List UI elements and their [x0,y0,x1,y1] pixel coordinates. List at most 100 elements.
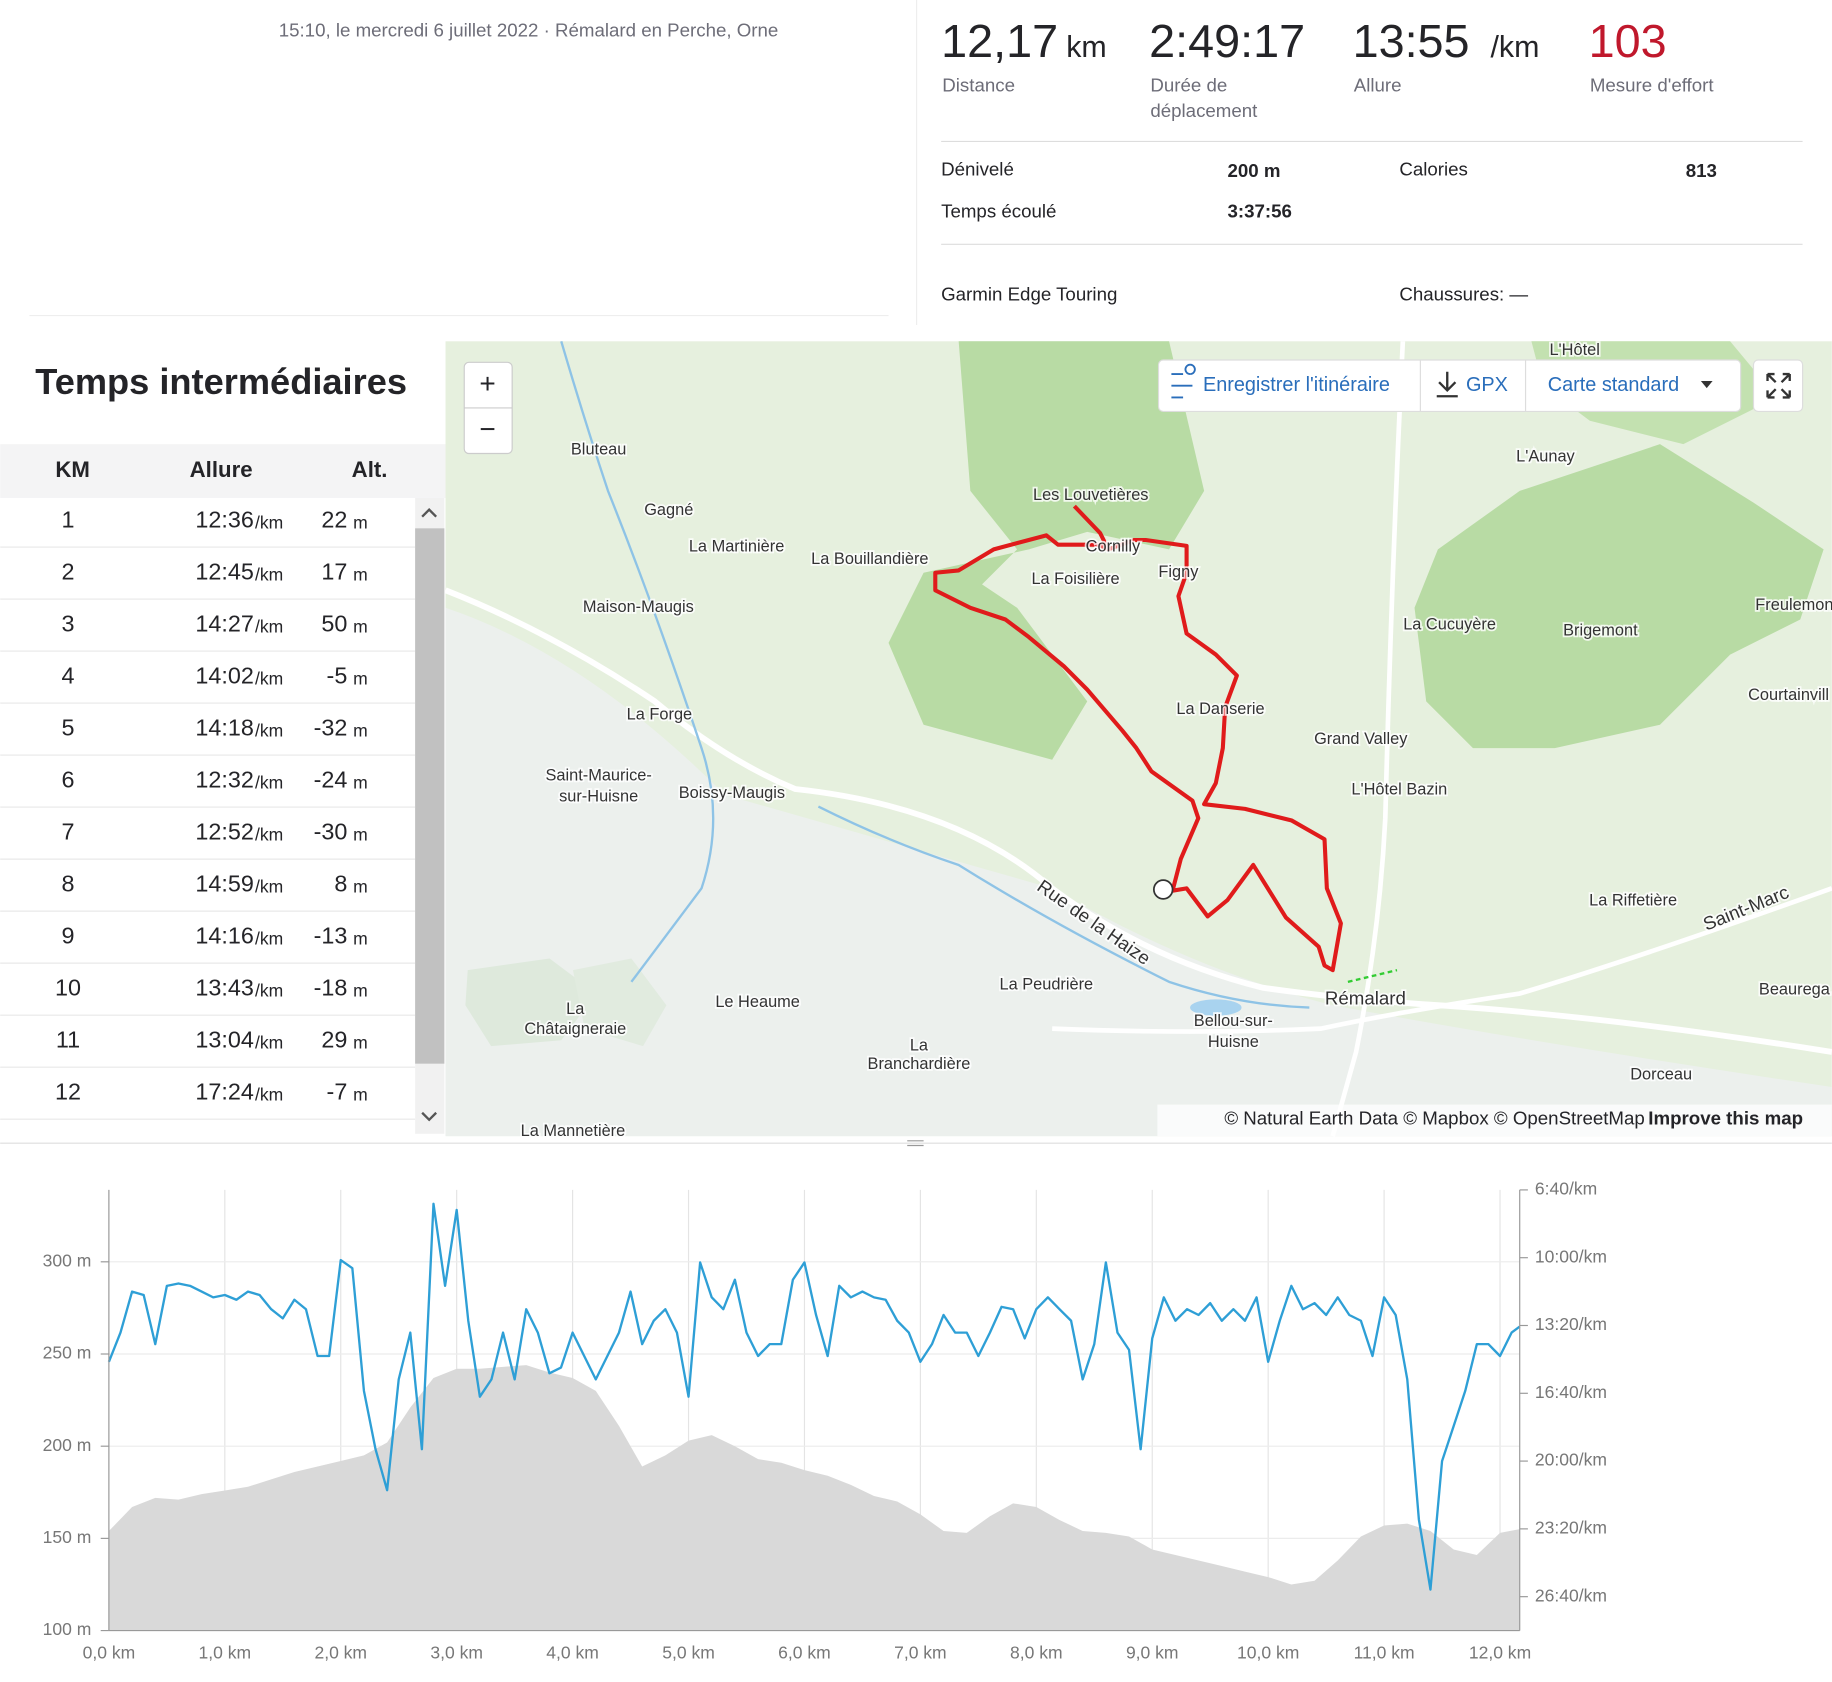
x-tick-label: 11,0 km [1354,1643,1415,1663]
x-tick-label: 8,0 km [1010,1643,1063,1663]
map-place-label: Rémalard [1325,987,1406,1008]
stat-value: 13:55 [1353,15,1470,67]
splits-title: Temps intermédiaires [35,361,407,402]
map-place-label: L'Aunay [1516,447,1575,465]
elevation-area [108,1365,1520,1631]
map-place-label: Grand Valley [1314,730,1408,748]
split-km: 6 [61,767,74,793]
x-tick-label: 12,0 km [1469,1643,1531,1663]
scroll-arrows[interactable] [421,507,438,1122]
save-route-button[interactable]: Enregistrer l'itinéraire [1203,374,1390,396]
map-place-label: Cornilly [1086,537,1141,555]
y2-tick-label: 23:20/km [1535,1518,1607,1538]
map-place-label: La Forge [627,706,692,724]
stat-value: 2:49:17 [1149,15,1305,67]
map-place-label: Courtainvill [1748,686,1829,704]
detail-value: 3:37:56 [1228,201,1292,222]
x-tick-label: 5,0 km [662,1643,715,1663]
split-pace: 13:43 [195,975,253,1001]
split-alt-unit: m [353,564,368,584]
split-km: 11 [56,1027,80,1053]
split-pace-unit: /km [255,616,283,636]
split-pace: 14:18 [195,715,253,741]
split-pace-unit: /km [255,980,283,1000]
fullscreen-button[interactable] [1752,359,1804,413]
resize-handle[interactable] [907,1140,924,1147]
lake [1190,999,1242,1016]
map-place-label: La Riffetière [1589,892,1677,910]
river [817,805,1310,1009]
detail-label: Temps écoulé [941,201,1056,222]
split-pace: 12:36 [195,506,253,532]
stat-unit: km [1066,30,1107,64]
y2-tick-label: 16:40/km [1535,1382,1607,1402]
split-pace-unit: /km [255,1032,283,1052]
split-pace: 14:16 [195,923,253,949]
map[interactable]: Bluteau Gagné La Martinière La Bouillandièr… [444,339,1832,1142]
split-km: 5 [61,715,74,741]
attribution[interactable]: © Natural Earth Data © Mapbox © OpenStre… [1224,1108,1644,1129]
map-place-label: Huisne [1208,1033,1259,1051]
map-place-label: La Foisilière [1031,570,1119,588]
split-alt-unit: m [353,980,368,1000]
split-pace-unit: /km [255,668,283,688]
road [1052,886,1832,1034]
scrollbar-thumb[interactable] [415,528,445,1064]
map-toolbar [1157,359,1742,413]
split-pace: 14:02 [195,663,253,689]
map-place-label: La Mannetière [521,1122,626,1140]
x-tick-label: 9,0 km [1126,1643,1179,1663]
split-alt: 8 [334,871,347,897]
path-trail [1347,969,1398,983]
map-style-select[interactable]: Carte standard [1548,374,1679,396]
stat-label: Mesure d'effort [1590,74,1715,95]
fullscreen-icon [1766,372,1791,399]
activity-subtitle: 15:10, le mercredi 6 juillet 2022 · Réma… [279,19,779,40]
map-place-label: Figny [1158,563,1199,581]
road [444,587,1832,1055]
split-alt-unit: m [353,928,368,948]
stat-value: 12,17 [941,15,1058,67]
stat-label: Durée de [1150,74,1227,95]
y2-tick-label: 26:40/km [1535,1585,1607,1605]
split-pace-unit: /km [255,564,283,584]
detail-label: Dénivelé [941,159,1014,180]
split-pace-unit: /km [255,1084,283,1104]
y2-tick-label: 10:00/km [1535,1246,1607,1266]
stat-label: Allure [1354,74,1402,95]
map-place-label: Brigemont [1563,622,1638,640]
split-alt-unit: m [353,824,368,844]
x-tick-label: 0,0 km [83,1643,136,1663]
map-place-label: Le Heaume [715,993,800,1011]
split-pace: 17:24 [195,1079,253,1105]
map-place-label: Gagné [644,501,693,519]
map-place-label: La [910,1036,929,1054]
split-alt: 29 [321,1027,347,1053]
split-pace-unit: /km [255,876,283,896]
split-pace-unit: /km [255,824,283,844]
forest [1414,444,1824,749]
column-header: KM [55,457,90,482]
stat-label: déplacement [1150,100,1258,121]
split-pace-unit: /km [255,512,283,532]
improve-map-link[interactable]: Improve this map [1648,1108,1803,1129]
map-place-label: Boissy-Maugis [679,784,785,802]
map-place-label: La Danserie [1176,700,1264,718]
split-pace: 14:59 [195,871,253,897]
map-place-label: La Bouillandière [811,550,928,568]
map-place-label: Maison-Maugis [583,598,694,616]
map-place-label: L'Hôtel [1549,341,1599,359]
detail-value: 200 m [1228,160,1281,181]
zoom-in[interactable]: + [479,368,495,399]
split-km: 9 [61,923,74,949]
zoom-out[interactable]: − [479,414,495,445]
map-place-label: L'Hôtel Bazin [1351,780,1447,798]
gpx-button[interactable]: GPX [1466,374,1508,396]
split-km: 8 [61,871,74,897]
x-tick-label: 2,0 km [314,1643,367,1663]
map-place-label: Saint-Maurice- [545,766,651,784]
split-km: 12 [55,1079,81,1105]
detail-label: Calories [1399,159,1468,180]
split-alt: -5 [327,663,348,689]
